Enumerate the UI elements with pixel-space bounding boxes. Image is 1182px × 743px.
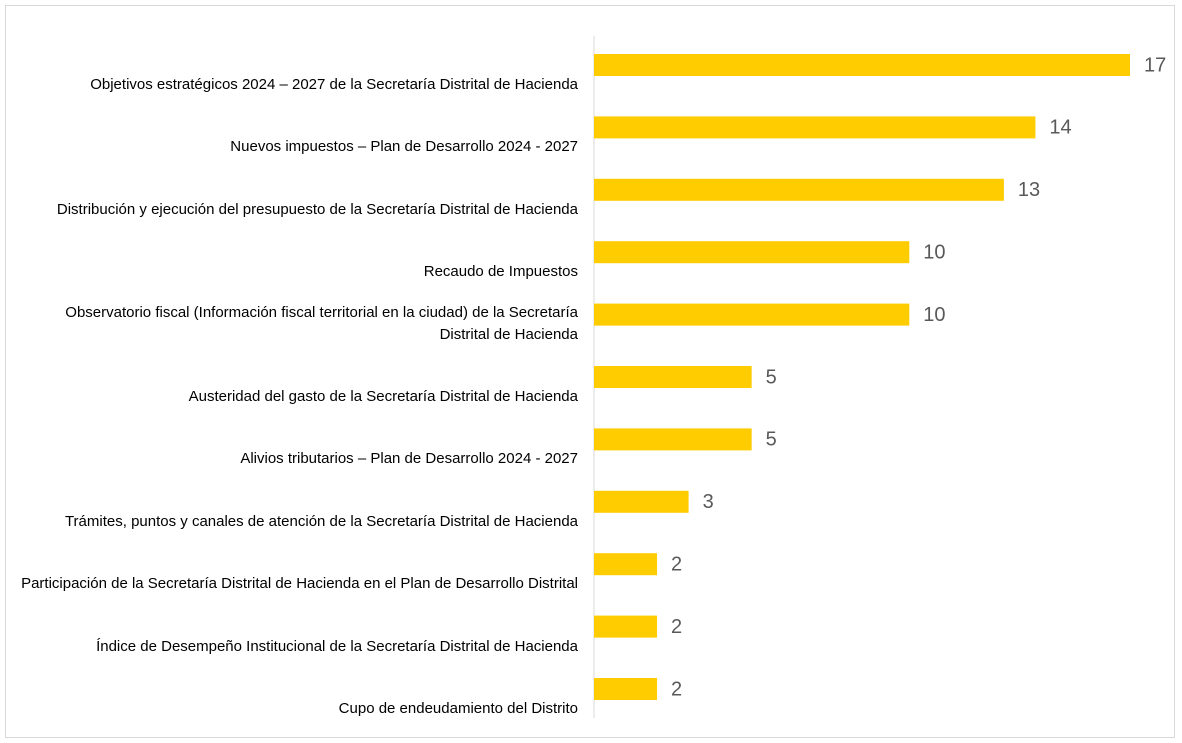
category-label: Distribución y ejecución del presupuesto… [56, 200, 578, 218]
bar [594, 241, 910, 264]
category-label: Participación de la Secretaría Distrital… [21, 575, 578, 593]
category-label: Cupo de endeudamiento del Distrito [338, 700, 578, 717]
value-label: 17 [1144, 54, 1166, 76]
bar [594, 490, 689, 513]
value-label: 2 [671, 616, 682, 638]
category-label: Austeridad del gasto de la Secretaría Di… [188, 388, 578, 405]
value-label: 5 [766, 366, 777, 388]
bar [594, 54, 1130, 76]
bar [594, 178, 1004, 201]
category-label: Objetivos estratégicos 2024 – 2027 de la… [90, 76, 578, 93]
bar [594, 366, 752, 388]
bar [594, 303, 910, 326]
value-label: 5 [766, 429, 777, 451]
category-label: Recaudo de Impuestos [423, 263, 578, 281]
bar [594, 678, 658, 700]
bar [594, 615, 658, 638]
value-label: 3 [703, 491, 714, 513]
category-label: Alivios tributarios – Plan de Desarrollo… [240, 450, 578, 468]
value-label: 14 [1049, 117, 1071, 139]
value-label: 13 [1018, 179, 1040, 201]
chart-frame [5, 5, 1175, 738]
category-label: Índice de Desempeño Institucional de la … [96, 637, 578, 655]
bar [594, 553, 658, 576]
bar [594, 428, 752, 451]
value-label: 10 [923, 241, 945, 263]
category-label: Trámites, puntos y canales de atención d… [64, 512, 578, 530]
category-label: Nuevos impuestos – Plan de Desarrollo 20… [230, 138, 578, 156]
bar [594, 116, 1036, 139]
value-label: 10 [923, 304, 945, 326]
value-label: 2 [671, 553, 682, 575]
value-label: 2 [671, 678, 682, 700]
category-label: Observatorio fiscal (Información fiscal … [65, 303, 578, 343]
